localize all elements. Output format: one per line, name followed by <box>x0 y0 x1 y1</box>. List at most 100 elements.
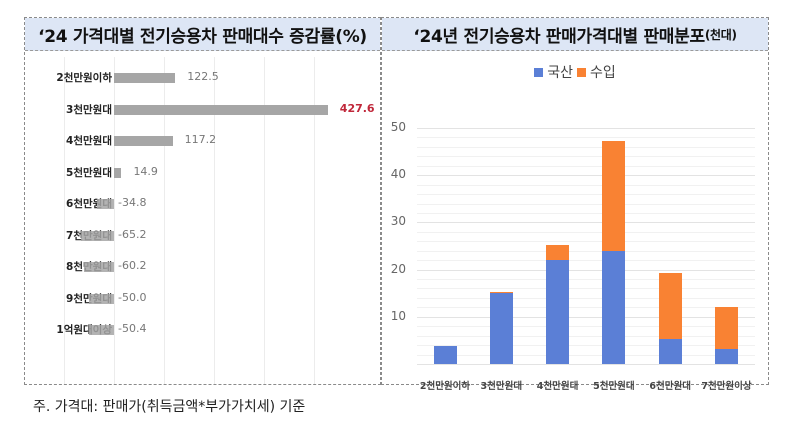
grid-line-horizontal <box>417 326 755 328</box>
chart-legend: 국산 수입 <box>382 62 768 82</box>
grid-line-horizontal <box>417 165 755 167</box>
bar-row: 2천만원이하 122.5 <box>25 68 380 88</box>
right-chart-title-unit: (천대) <box>704 27 737 42</box>
bar-row: 6천만원대 -34.8 <box>25 194 380 214</box>
bar-row: 9천만원대-50.0 <box>25 289 380 309</box>
grid-line-horizontal <box>417 194 755 196</box>
legend-label: 수입 <box>590 65 616 81</box>
segment-domestic <box>489 293 513 364</box>
grid-line-horizontal <box>417 222 755 224</box>
category-label: 3천만원대 <box>66 103 112 116</box>
bar <box>81 230 114 241</box>
value-label: 122.5 <box>187 70 219 83</box>
bar <box>114 167 122 178</box>
y-tick-label: 40 <box>390 167 406 182</box>
value-label: -65.2 <box>118 227 147 241</box>
left-chart-title: ‘24 가격대별 전기승용차 판매대수 증감률(%) <box>25 18 380 51</box>
grid-line-horizontal <box>417 203 755 205</box>
grid-line-horizontal <box>417 128 755 129</box>
category-label: 2천만원이하 <box>56 72 112 84</box>
segment-import <box>546 245 570 261</box>
grid-line-vertical <box>64 57 65 384</box>
grid-line-horizontal <box>417 345 755 347</box>
x-tick-label: 5천만원대 <box>593 381 635 392</box>
grid-line-horizontal <box>417 250 755 252</box>
right-chart-title: ‘24년 전기승용차 판매가격대별 판매분포 (천대) <box>382 18 768 51</box>
grid-line-horizontal <box>417 297 755 299</box>
grid-line-horizontal <box>417 184 755 186</box>
grid-line-vertical <box>214 57 215 384</box>
x-tick-label: 7천만원이상 <box>701 381 752 392</box>
legend-item: 수입 <box>577 62 616 82</box>
bar <box>114 73 176 83</box>
legend-label: 국산 <box>547 65 573 81</box>
legend-swatch <box>577 68 586 77</box>
bar-row: 1억원대이상 -50.4 <box>25 320 380 340</box>
value-label: 117.2 <box>184 133 217 146</box>
grid-line-vertical <box>164 57 165 384</box>
right-chart-panel: ‘24년 전기승용차 판매가격대별 판매분포 (천대) 국산 수입 10 20 30 40… <box>381 17 769 392</box>
value-label: -50.4 <box>118 322 147 335</box>
bar <box>114 104 328 115</box>
value-label: 427.6 <box>339 101 375 115</box>
grid-line-horizontal <box>417 241 755 243</box>
segment-import <box>489 292 513 294</box>
x-tick-label: 4천만원대 <box>536 381 579 392</box>
bar <box>89 293 114 304</box>
y-tick-label: 20 <box>390 261 406 276</box>
grid-line-horizontal <box>417 137 755 139</box>
bar <box>88 325 114 335</box>
grid-line-horizontal <box>417 364 755 365</box>
segment-import <box>602 140 626 251</box>
bar <box>96 199 114 209</box>
growth-rate-bar-chart: 2천만원이하 122.5 3천만원대 427.6 4천만원대 117.2 5천만원대 14.9… <box>25 51 380 384</box>
segment-domestic <box>602 250 626 364</box>
y-tick-label: 10 <box>390 308 406 323</box>
grid-line-vertical <box>264 57 265 384</box>
segment-domestic <box>433 346 457 364</box>
grid-line-vertical <box>114 57 115 384</box>
grid-line-horizontal <box>417 156 755 158</box>
bar <box>83 262 114 272</box>
x-tick-label: 3천만원대 <box>480 381 523 392</box>
y-tick-label: 30 <box>390 214 406 229</box>
value-label: -50.0 <box>118 290 147 304</box>
value-label: -34.8 <box>118 196 147 209</box>
legend-item: 국산 <box>534 62 573 82</box>
bar-row: 5천만원대 14.9 <box>25 163 380 183</box>
left-chart-panel: ‘24 가격대별 전기승용차 판매대수 증감률(%) 2천만원이하 122.5 3천… <box>24 17 381 385</box>
segment-domestic <box>715 348 738 364</box>
x-tick-label: 2천만원이하 <box>419 381 471 392</box>
segment-import <box>658 272 682 339</box>
category-label: 5천만원대 <box>66 166 112 179</box>
segment-import <box>715 306 738 349</box>
grid-line-vertical <box>314 57 315 384</box>
grid-line-horizontal <box>417 175 755 177</box>
segment-domestic <box>546 260 570 364</box>
value-label: 14.9 <box>133 164 158 178</box>
bar-row: 3천만원대 427.6 <box>25 100 380 120</box>
bar-row: 8천만원대-60.2 <box>25 257 380 277</box>
grid-line-horizontal <box>417 288 755 290</box>
right-chart-title-main: ‘24년 전기승용차 판매가격대별 판매분포 <box>413 26 705 47</box>
footnote: 주. 가격대: 판매가(취득금액*부가가치세) 기준 <box>33 399 306 415</box>
grid-line-horizontal <box>417 354 755 356</box>
value-label: -60.2 <box>118 259 147 272</box>
bar-row: 7천만원대-65.2 <box>25 226 380 246</box>
grid-line-horizontal <box>417 279 755 281</box>
bar <box>114 136 173 146</box>
grid-line-horizontal <box>417 335 755 337</box>
category-label: 4천만원대 <box>66 135 112 147</box>
grid-line-horizontal <box>417 212 755 214</box>
grid-line-horizontal <box>417 260 755 262</box>
segment-domestic <box>658 338 682 364</box>
legend-swatch <box>534 68 544 77</box>
grid-line-horizontal <box>417 146 755 148</box>
x-tick-label: 6천만원대 <box>649 381 691 392</box>
grid-line-horizontal <box>417 269 755 271</box>
grid-line-horizontal <box>417 316 755 318</box>
sales-distribution-stacked-chart: 국산 수입 10 20 30 40 50 2천만원이하 3천만원대 4천만원대 5천만원대 6천만원… <box>382 51 768 392</box>
grid-line-horizontal <box>417 307 755 309</box>
bar-row: 4천만원대 117.2 <box>25 131 380 151</box>
grid-line-horizontal <box>417 231 755 233</box>
